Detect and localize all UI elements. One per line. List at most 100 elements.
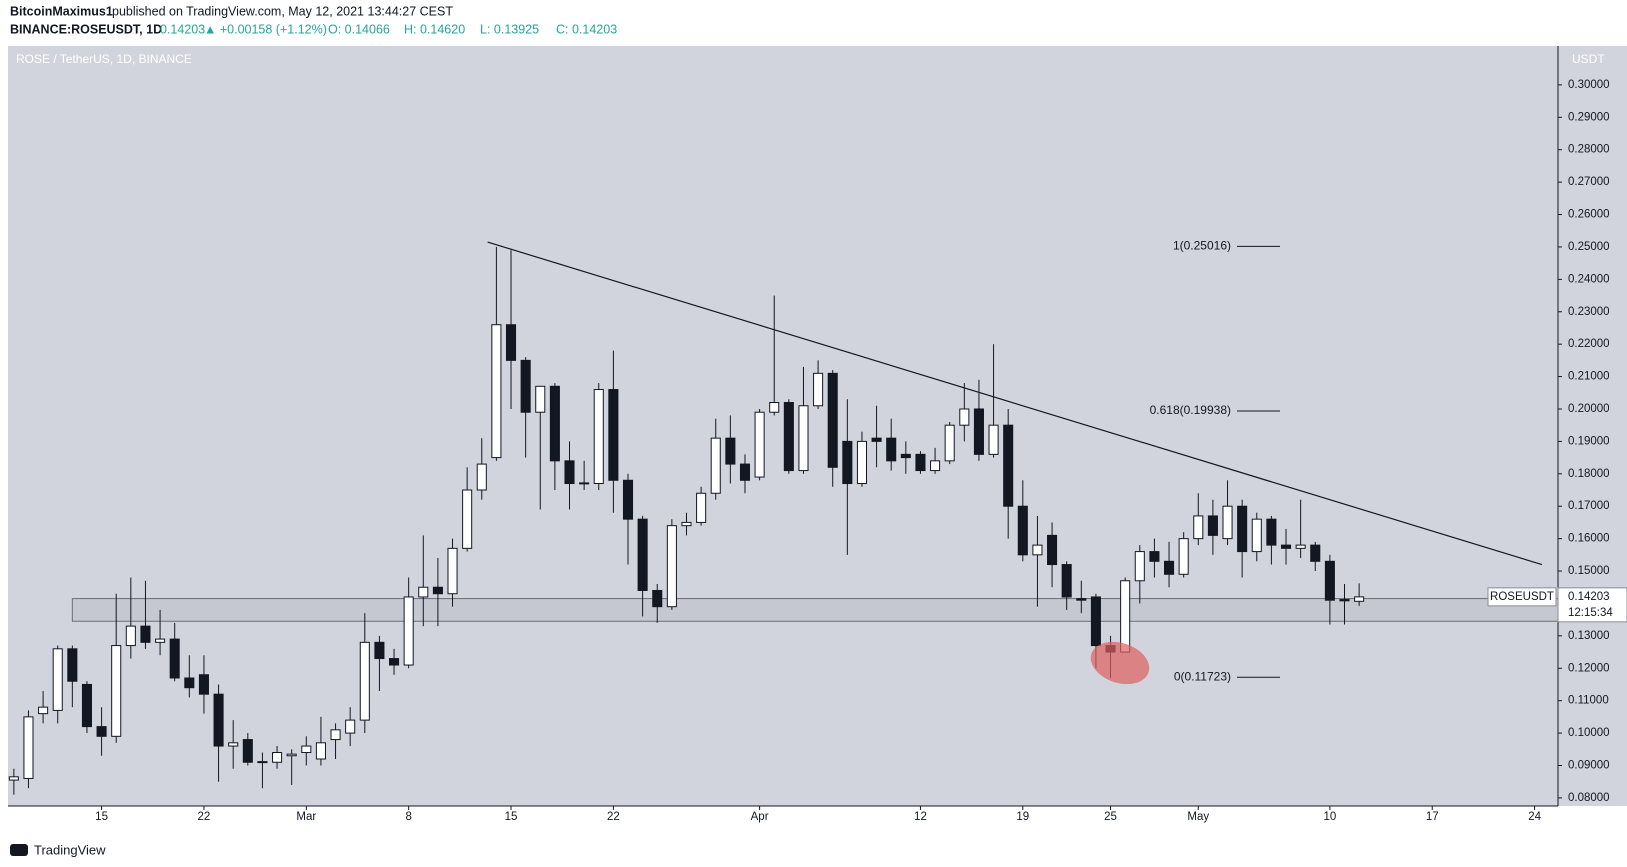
candle-body: [1207, 515, 1218, 536]
candle-body: [1090, 596, 1101, 647]
candle-body: [505, 324, 517, 361]
y-tick-label: 0.18000: [1568, 468, 1610, 480]
candle-body: [1003, 424, 1014, 507]
x-tick-label: 25: [1104, 811, 1117, 823]
x-tick-label: 10: [1323, 811, 1336, 823]
candle-body: [1310, 544, 1321, 562]
y-tick-label: 0.16000: [1568, 533, 1610, 545]
candle-body: [228, 742, 239, 747]
candle-body: [184, 677, 195, 689]
candle-body: [739, 463, 751, 481]
candle-body: [1164, 560, 1175, 575]
author: BitcoinMaximus1: [10, 4, 113, 18]
y-tick-label: 0.30000: [1568, 79, 1610, 91]
x-tick-label: 17: [1426, 811, 1439, 823]
candle-body: [549, 385, 560, 462]
candle-body: [696, 492, 707, 523]
candle-body: [286, 753, 297, 757]
y-tick-label: 0.28000: [1568, 144, 1610, 156]
candle-body: [447, 547, 458, 595]
x-tick-label: 19: [1016, 811, 1029, 823]
candle-body: [1193, 515, 1204, 540]
candle-body: [272, 752, 283, 763]
fib-label: 0(0.11723): [1174, 669, 1231, 683]
x-tick-label: Mar: [296, 811, 316, 823]
price-tag-countdown: 12:15:34: [1568, 607, 1613, 619]
candle-body: [1280, 544, 1292, 549]
candle-body: [1295, 544, 1306, 549]
candle-body: [1266, 518, 1277, 546]
candle-body: [418, 586, 429, 598]
candle-body: [930, 460, 941, 472]
candle-body: [783, 402, 794, 472]
candle-body: [579, 482, 590, 485]
trendline: [487, 241, 1543, 566]
candle-body: [842, 440, 853, 485]
candle-body: [1251, 518, 1262, 553]
y-tick-label: 0.26000: [1568, 209, 1610, 221]
y-tick-label: 0.27000: [1568, 176, 1610, 188]
candle-body: [827, 372, 838, 468]
x-tick-label: May: [1187, 811, 1209, 823]
candle-body: [491, 324, 502, 459]
candle-body: [1032, 544, 1043, 556]
candle-body: [1076, 598, 1087, 601]
candle-body: [1120, 580, 1131, 653]
candle-body: [520, 359, 531, 413]
price-tag: [1557, 587, 1627, 623]
candle-body: [315, 742, 326, 760]
y-tick-label: 0.20000: [1568, 403, 1610, 415]
candle-body: [462, 489, 473, 549]
candle-body: [140, 625, 151, 643]
candle-body: [725, 437, 736, 465]
ohlc-open: O: 0.14066: [328, 22, 390, 36]
candle-body: [1324, 560, 1335, 601]
symbol-tag-text: ROSEUSDT: [1490, 591, 1554, 603]
y-tick-label: 0.19000: [1568, 435, 1610, 447]
y-tick-label: 0.17000: [1568, 500, 1610, 512]
footer-brand: TradingView: [34, 842, 106, 857]
price-axis: [1558, 46, 1627, 806]
x-tick-label: 22: [607, 811, 620, 823]
x-tick-label: 24: [1528, 811, 1541, 823]
y-tick-label: 0.08000: [1568, 792, 1610, 804]
candle-body: [1047, 534, 1058, 566]
candle-body: [798, 405, 809, 472]
candle-body: [198, 674, 209, 695]
candle-body: [155, 638, 166, 643]
x-tick-label: Apr: [751, 811, 769, 823]
y-tick-label: 0.23000: [1568, 306, 1610, 318]
candle-body: [257, 761, 268, 764]
candle-body: [886, 437, 897, 462]
footer-logo: [10, 844, 28, 856]
candle-body: [988, 424, 999, 455]
candle-body: [1149, 551, 1160, 562]
candle-body: [67, 648, 78, 682]
chart-title: ROSE / TetherUS, 1D, BINANCE: [16, 52, 192, 66]
candle-body: [301, 745, 312, 754]
candle-body: [535, 385, 546, 413]
highlight-ellipse: [1090, 641, 1150, 685]
candle-body: [345, 719, 356, 734]
candle-body: [374, 641, 385, 660]
fib-label: 1(0.25016): [1173, 239, 1231, 253]
plot-area: [8, 46, 1558, 806]
candle-body: [359, 641, 370, 721]
candle-body: [944, 424, 955, 462]
candle-body: [754, 411, 765, 478]
candle-body: [710, 437, 721, 494]
candle-body: [81, 683, 92, 728]
ohlc-low: L: 0.13925: [480, 22, 539, 36]
y-tick-label: 0.10000: [1568, 727, 1610, 739]
candle-body: [23, 716, 34, 779]
candle-body: [1222, 505, 1233, 540]
x-tick-label: 15: [95, 811, 108, 823]
candle-body: [1354, 596, 1365, 602]
price-tag-value: 0.14203: [1568, 591, 1610, 603]
candle-body: [856, 440, 867, 485]
symbol: BINANCE:ROSEUSDT, 1D: [10, 22, 162, 36]
y-tick-label: 0.22000: [1568, 338, 1610, 350]
candle-body: [38, 706, 49, 715]
candle-body: [1237, 505, 1248, 553]
